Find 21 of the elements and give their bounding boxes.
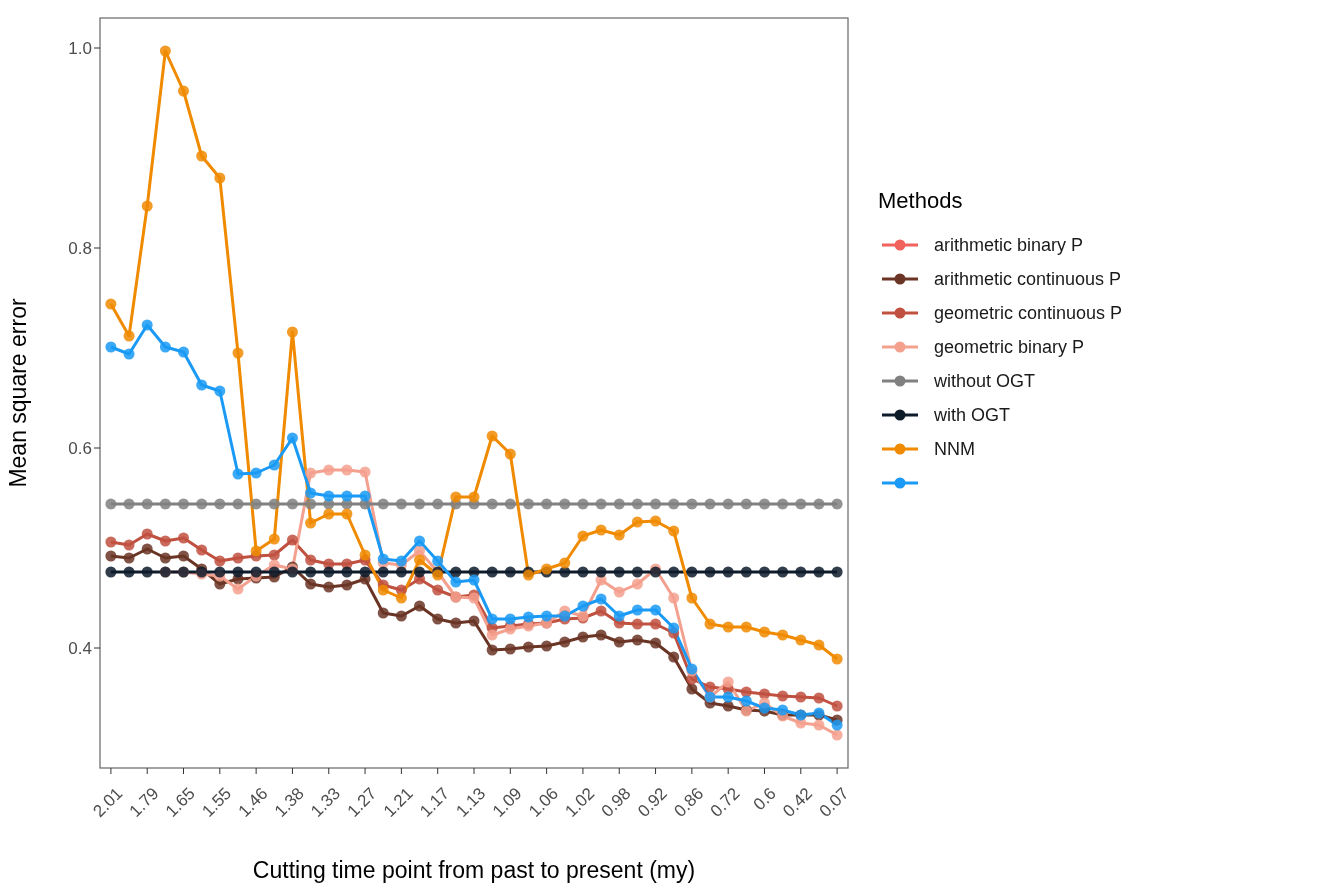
x-tick-label: 1.21 bbox=[379, 783, 417, 821]
y-tick-label: 0.4 bbox=[68, 639, 92, 659]
x-axis-title: Cutting time point from past to present (my) bbox=[252, 857, 696, 883]
x-tick-label: 0.98 bbox=[597, 783, 635, 821]
legend-title: Methods bbox=[878, 188, 964, 214]
legend-label: arithmetic binary P bbox=[934, 234, 1084, 256]
x-tick-label: 0.6 bbox=[749, 783, 780, 815]
y-tick-label: 1.0 bbox=[68, 39, 92, 59]
legend-label: with OGT bbox=[934, 404, 1011, 426]
legend-label: geometric continuous P bbox=[934, 302, 1123, 324]
x-tick-label: 0.86 bbox=[670, 783, 708, 821]
x-tick-label: 0.42 bbox=[779, 783, 817, 821]
x-tick-label: 0.92 bbox=[634, 783, 671, 821]
y-axis-title: Mean square error bbox=[5, 298, 32, 488]
legend-label: NNM bbox=[934, 438, 975, 460]
legend-label: geometric binary P bbox=[934, 336, 1085, 358]
legend-label: arithmetic continuous P bbox=[934, 268, 1122, 290]
legend-label: without OGT bbox=[934, 370, 1036, 392]
x-tick-label: 0.72 bbox=[706, 783, 744, 821]
y-tick-label: 0.8 bbox=[68, 239, 92, 259]
y-tick-label: 0.6 bbox=[68, 439, 92, 459]
